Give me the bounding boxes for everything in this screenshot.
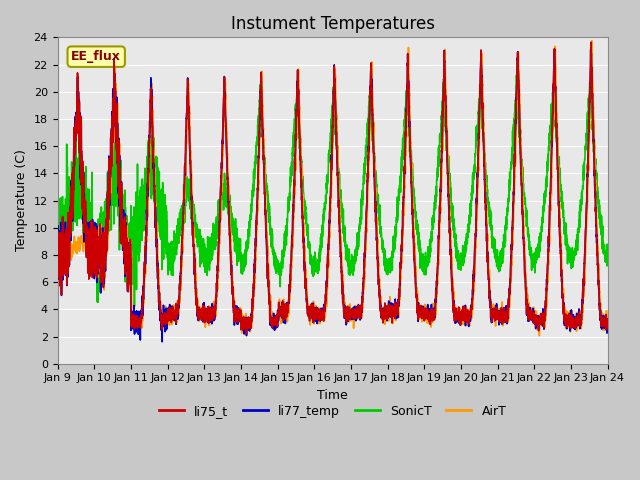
SonicT <box>54 254 61 260</box>
AirT <box>588 38 596 44</box>
SonicT <box>603 263 611 269</box>
Line: li77_temp: li77_temp <box>58 43 607 342</box>
SonicT <box>513 72 520 78</box>
li77_temp <box>603 330 611 336</box>
AirT <box>456 312 463 318</box>
X-axis label: Time: Time <box>317 389 348 402</box>
SonicT <box>456 259 463 265</box>
li77_temp <box>604 316 611 322</box>
AirT <box>536 333 543 338</box>
li75_t <box>603 326 611 332</box>
SonicT <box>131 303 138 309</box>
Legend: li75_t, li77_temp, SonicT, AirT: li75_t, li77_temp, SonicT, AirT <box>154 400 511 423</box>
li75_t <box>588 39 595 45</box>
li75_t <box>152 239 160 245</box>
li75_t <box>426 314 433 320</box>
AirT <box>312 303 320 309</box>
li75_t <box>243 331 250 337</box>
li77_temp <box>426 312 433 317</box>
AirT <box>152 228 160 233</box>
li77_temp <box>312 309 320 314</box>
Line: li75_t: li75_t <box>58 42 607 334</box>
li75_t <box>312 312 320 318</box>
SonicT <box>152 173 160 179</box>
li77_temp <box>456 321 463 327</box>
li77_temp <box>158 339 166 345</box>
AirT <box>487 302 495 308</box>
li75_t <box>456 320 463 325</box>
li77_temp <box>487 317 495 323</box>
Line: AirT: AirT <box>58 41 607 336</box>
AirT <box>603 325 611 331</box>
AirT <box>54 264 61 269</box>
Text: EE_flux: EE_flux <box>71 50 121 63</box>
Y-axis label: Temperature (C): Temperature (C) <box>15 150 28 252</box>
li77_temp <box>588 40 595 46</box>
Line: SonicT: SonicT <box>58 75 607 306</box>
SonicT <box>604 261 611 267</box>
SonicT <box>487 224 495 230</box>
li75_t <box>487 314 495 320</box>
Title: Instument Temperatures: Instument Temperatures <box>230 15 435 33</box>
AirT <box>604 312 611 318</box>
AirT <box>426 311 433 317</box>
SonicT <box>426 260 433 265</box>
li77_temp <box>152 231 160 237</box>
li75_t <box>54 254 61 260</box>
SonicT <box>312 262 320 267</box>
li77_temp <box>54 252 61 257</box>
li75_t <box>604 318 611 324</box>
